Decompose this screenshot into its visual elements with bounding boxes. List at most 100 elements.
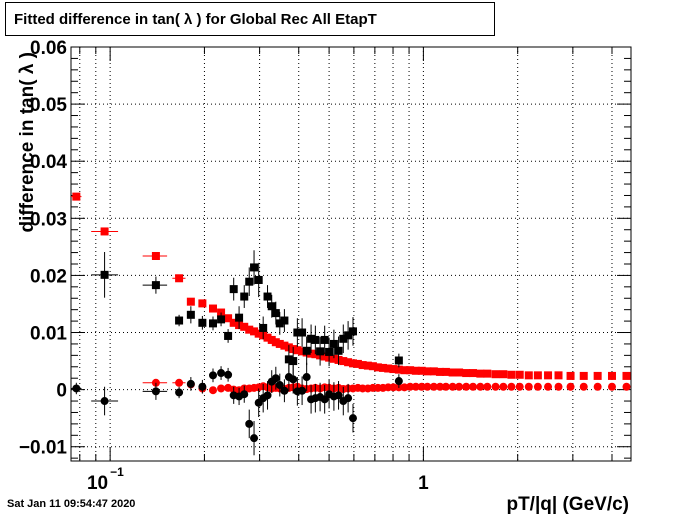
data-point <box>209 304 218 313</box>
data-point <box>186 379 195 388</box>
data-point <box>499 370 508 379</box>
data-point <box>607 382 616 391</box>
data-point <box>358 361 367 370</box>
data-point <box>250 434 259 443</box>
data-point <box>373 363 382 372</box>
series-3 <box>71 362 403 456</box>
data-point <box>462 382 471 391</box>
data-point <box>411 366 420 375</box>
data-point <box>593 371 602 380</box>
data-point <box>406 382 415 391</box>
data-point <box>384 364 393 373</box>
data-point <box>289 357 298 366</box>
data-point <box>72 192 81 201</box>
data-point <box>217 315 226 324</box>
data-point <box>429 367 438 376</box>
data-point <box>175 274 184 283</box>
data-point <box>544 371 553 380</box>
data-point <box>368 362 377 371</box>
data-point <box>284 355 293 364</box>
data-point <box>316 347 325 356</box>
data-point <box>348 359 357 368</box>
data-point <box>224 331 233 340</box>
data-point <box>240 322 249 331</box>
data-point <box>622 371 631 380</box>
data-point <box>254 275 263 284</box>
data-point <box>400 366 409 375</box>
data-point <box>245 325 254 334</box>
data-point <box>217 384 226 393</box>
data-point <box>186 310 195 319</box>
data-point <box>311 335 320 344</box>
data-point <box>348 327 357 336</box>
data-point <box>566 371 575 380</box>
data-point <box>275 319 284 328</box>
data-point <box>302 346 311 355</box>
data-point <box>593 382 602 391</box>
data-point <box>250 263 259 272</box>
data-point <box>209 371 218 380</box>
data-point <box>198 318 207 327</box>
data-point <box>100 270 109 279</box>
data-point <box>455 382 464 391</box>
data-point <box>224 314 233 323</box>
data-point <box>329 354 338 363</box>
data-point <box>325 347 334 356</box>
data-point <box>289 375 298 384</box>
data-point <box>198 299 207 308</box>
data-point <box>344 394 353 403</box>
y-tick-label: 0.06 <box>30 38 67 59</box>
data-point <box>339 334 348 343</box>
data-point <box>263 333 272 342</box>
data-point <box>554 371 563 380</box>
data-point <box>394 365 403 374</box>
data-point <box>406 366 415 375</box>
series-0 <box>71 192 631 380</box>
data-point <box>462 369 471 378</box>
data-point <box>298 347 307 356</box>
data-point <box>209 386 218 395</box>
y-tick-label: −0.01 <box>19 438 68 459</box>
data-point <box>245 277 254 286</box>
data-point <box>491 382 500 391</box>
data-point <box>394 356 403 365</box>
data-point <box>344 358 353 367</box>
plot-frame <box>70 46 632 462</box>
data-point <box>267 302 276 311</box>
data-point <box>394 377 403 386</box>
data-point <box>423 367 432 376</box>
data-point <box>298 386 307 395</box>
x-tick-label: 1 <box>418 473 429 494</box>
data-point <box>280 316 289 325</box>
data-point <box>209 319 218 328</box>
data-point <box>245 419 254 428</box>
y-tick-label: 0.01 <box>30 324 67 345</box>
data-point <box>622 382 631 391</box>
data-point <box>100 227 109 236</box>
data-point <box>417 366 426 375</box>
data-point <box>339 357 348 366</box>
data-point <box>186 297 195 306</box>
data-point <box>353 359 362 368</box>
data-point <box>229 285 238 294</box>
data-point <box>151 387 160 396</box>
data-point <box>298 328 307 337</box>
plot-frame-rect <box>70 46 632 462</box>
data-point <box>378 363 387 372</box>
y-tick-label: 0.04 <box>30 152 67 173</box>
data-point <box>307 349 316 358</box>
data-point <box>267 335 276 344</box>
data-point <box>607 371 616 380</box>
data-point <box>468 369 477 378</box>
data-point <box>175 378 184 387</box>
data-point <box>363 361 372 370</box>
y-tick-label: 0.02 <box>30 266 67 287</box>
data-point <box>448 382 457 391</box>
data-point <box>491 370 500 379</box>
data-point <box>417 382 426 391</box>
data-point <box>151 251 160 260</box>
data-point <box>250 327 259 336</box>
axis-tick-labels: −0.01 0 0.01 0.02 0.03 0.04 0.05 0.06 10−1 1 <box>19 38 429 494</box>
data-point <box>302 373 311 382</box>
